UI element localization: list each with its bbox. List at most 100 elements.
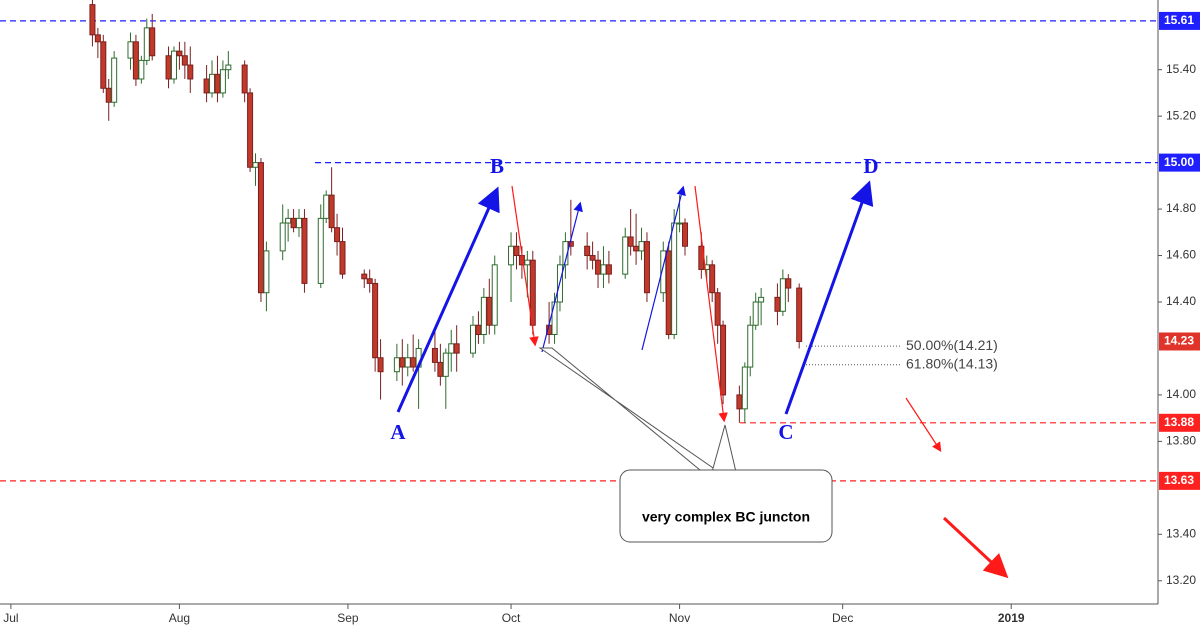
candle-body	[513, 245, 520, 257]
candle-body	[600, 264, 607, 275]
candle-body	[453, 343, 460, 354]
price-tag	[1159, 332, 1200, 351]
candle-body	[486, 296, 493, 326]
candle-body	[241, 64, 248, 94]
arrow	[942, 516, 1009, 579]
x-tick-label: Dec	[832, 611, 853, 625]
candle-body	[595, 259, 602, 275]
x-tick-label: Aug	[169, 611, 190, 625]
candle-body	[132, 41, 139, 80]
candle-body	[410, 357, 417, 368]
fib-label: 50.00%(14.21)	[906, 337, 998, 353]
candle-body	[627, 236, 634, 247]
candle-body	[643, 241, 650, 294]
candle-body	[339, 241, 346, 275]
candle-body	[377, 357, 384, 373]
candle-body	[105, 87, 112, 103]
candle-body	[714, 292, 721, 326]
arrow	[541, 201, 583, 353]
candle-body	[361, 273, 368, 280]
x-tick-label: Jul	[3, 611, 18, 625]
candle-body	[323, 194, 330, 219]
candle-body	[181, 55, 188, 66]
candle-body	[399, 357, 406, 368]
candle-body	[442, 352, 449, 377]
arrow	[694, 185, 728, 423]
price-tag	[1159, 153, 1200, 172]
candle-body	[143, 27, 150, 61]
x-tick-label: Oct	[502, 611, 521, 625]
candle-body	[671, 222, 678, 336]
candle-body	[720, 324, 727, 396]
candle-body	[491, 264, 498, 326]
candle-body	[165, 55, 172, 80]
candle-body	[589, 255, 596, 261]
candle-body	[682, 222, 689, 247]
candle-body	[747, 324, 754, 368]
candle-body	[127, 41, 134, 59]
candle-body	[393, 357, 400, 373]
candle-body	[100, 41, 107, 89]
candle-body	[366, 278, 373, 284]
arrow	[511, 185, 539, 347]
candle-body	[219, 69, 226, 94]
candle-body	[176, 50, 183, 57]
candle-body	[584, 245, 591, 257]
candle-body	[709, 264, 716, 294]
candle-body	[252, 162, 259, 168]
wave-arrows	[396, 180, 1009, 579]
candle-body	[301, 217, 308, 284]
price-tag	[1159, 11, 1200, 30]
price-tag-label: 15.61	[1164, 13, 1194, 27]
candle-body	[334, 227, 341, 243]
candle-body	[111, 57, 118, 103]
price-tag	[1159, 413, 1200, 432]
fib-label: 61.80%(14.13)	[906, 355, 998, 371]
callout-text: very complex BC juncton	[642, 509, 810, 525]
point-label: C	[778, 420, 793, 444]
candle-body	[209, 73, 216, 94]
candle-body	[285, 217, 292, 224]
candle-body	[480, 296, 487, 336]
candle-body	[404, 357, 411, 368]
point-label: A	[390, 420, 406, 444]
candle-body	[774, 296, 781, 312]
candle-body	[94, 34, 101, 43]
price-tag-label: 13.63	[1164, 473, 1194, 487]
arrow	[641, 185, 686, 351]
arrow	[905, 397, 942, 453]
candle-body	[633, 245, 640, 252]
y-tick-label: 15.20	[1166, 108, 1196, 122]
y-tick-label: 13.20	[1166, 573, 1196, 587]
y-tick-label: 14.60	[1166, 248, 1196, 262]
y-tick-label: 14.40	[1166, 294, 1196, 308]
candle-body	[203, 78, 210, 94]
candle-body	[448, 343, 455, 354]
y-tick-label: 13.80	[1166, 434, 1196, 448]
plot-area	[0, 0, 1158, 604]
candle-body	[605, 264, 612, 275]
candle-body	[551, 301, 558, 336]
candle-body	[247, 92, 254, 168]
arrow	[784, 180, 874, 415]
candle-body	[638, 241, 645, 252]
candle-body	[736, 394, 743, 410]
y-tick-label: 14.80	[1166, 201, 1196, 215]
candle-body	[290, 217, 297, 229]
candle-body	[170, 50, 177, 80]
candle-body	[469, 324, 476, 354]
candle-body	[296, 217, 303, 229]
candle-body	[508, 245, 515, 266]
candle-body	[328, 194, 335, 229]
price-tag-label: 15.00	[1164, 155, 1194, 169]
price-tag-label: 13.88	[1164, 415, 1194, 429]
candle-body	[752, 301, 759, 326]
candle-body	[437, 361, 444, 377]
candle-body	[225, 64, 232, 71]
candle-body	[431, 347, 438, 363]
arrow	[396, 186, 500, 413]
candle-body	[758, 296, 765, 303]
candle-body	[785, 278, 792, 289]
point-label: B	[490, 154, 504, 178]
